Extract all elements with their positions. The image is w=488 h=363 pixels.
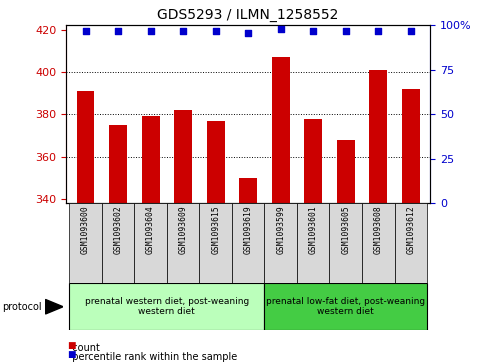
Text: GSM1093605: GSM1093605 xyxy=(341,206,349,254)
Bar xyxy=(304,119,322,203)
Text: GSM1093615: GSM1093615 xyxy=(211,206,220,254)
Bar xyxy=(368,70,386,203)
Polygon shape xyxy=(45,299,63,314)
Point xyxy=(276,26,284,32)
Text: prenatal western diet, post-weaning
western diet: prenatal western diet, post-weaning west… xyxy=(84,297,248,317)
Point xyxy=(114,28,122,34)
Bar xyxy=(271,57,289,203)
Point xyxy=(406,28,414,34)
Bar xyxy=(231,203,264,283)
Text: GSM1093599: GSM1093599 xyxy=(276,206,285,254)
Text: GSM1093612: GSM1093612 xyxy=(406,206,414,254)
Bar xyxy=(166,203,199,283)
Point xyxy=(211,28,219,34)
Point xyxy=(244,30,252,36)
Bar xyxy=(102,203,134,283)
Point xyxy=(146,28,154,34)
Point xyxy=(81,28,89,34)
Bar xyxy=(336,140,354,203)
Text: GSM1093608: GSM1093608 xyxy=(373,206,382,254)
Text: GSM1093609: GSM1093609 xyxy=(178,206,187,254)
Bar xyxy=(329,203,361,283)
Text: prenatal low-fat diet, post-weaning
western diet: prenatal low-fat diet, post-weaning west… xyxy=(265,297,425,317)
Bar xyxy=(199,203,231,283)
Bar xyxy=(394,203,426,283)
Bar xyxy=(134,203,166,283)
Text: GSM1093604: GSM1093604 xyxy=(146,206,155,254)
Bar xyxy=(142,117,159,203)
Title: GDS5293 / ILMN_1258552: GDS5293 / ILMN_1258552 xyxy=(157,8,338,22)
Bar xyxy=(69,203,102,283)
Text: GSM1093601: GSM1093601 xyxy=(308,206,317,254)
Point xyxy=(309,28,317,34)
Bar xyxy=(239,178,257,203)
Text: percentile rank within the sample: percentile rank within the sample xyxy=(66,352,237,362)
Bar xyxy=(264,283,426,330)
Text: GSM1093602: GSM1093602 xyxy=(113,206,122,254)
Text: protocol: protocol xyxy=(2,302,42,312)
Bar xyxy=(206,121,224,203)
Text: count: count xyxy=(66,343,100,353)
Bar xyxy=(77,91,94,203)
Text: GSM1093619: GSM1093619 xyxy=(243,206,252,254)
Text: ■: ■ xyxy=(67,350,75,359)
Bar xyxy=(109,125,127,203)
Text: GSM1093600: GSM1093600 xyxy=(81,206,90,254)
Bar xyxy=(174,110,192,203)
Bar xyxy=(296,203,329,283)
Point xyxy=(341,28,349,34)
Bar xyxy=(69,283,264,330)
Text: ■: ■ xyxy=(67,341,75,350)
Bar xyxy=(264,203,296,283)
Point xyxy=(374,28,382,34)
Bar xyxy=(401,89,419,203)
Point xyxy=(179,28,186,34)
Bar xyxy=(361,203,394,283)
